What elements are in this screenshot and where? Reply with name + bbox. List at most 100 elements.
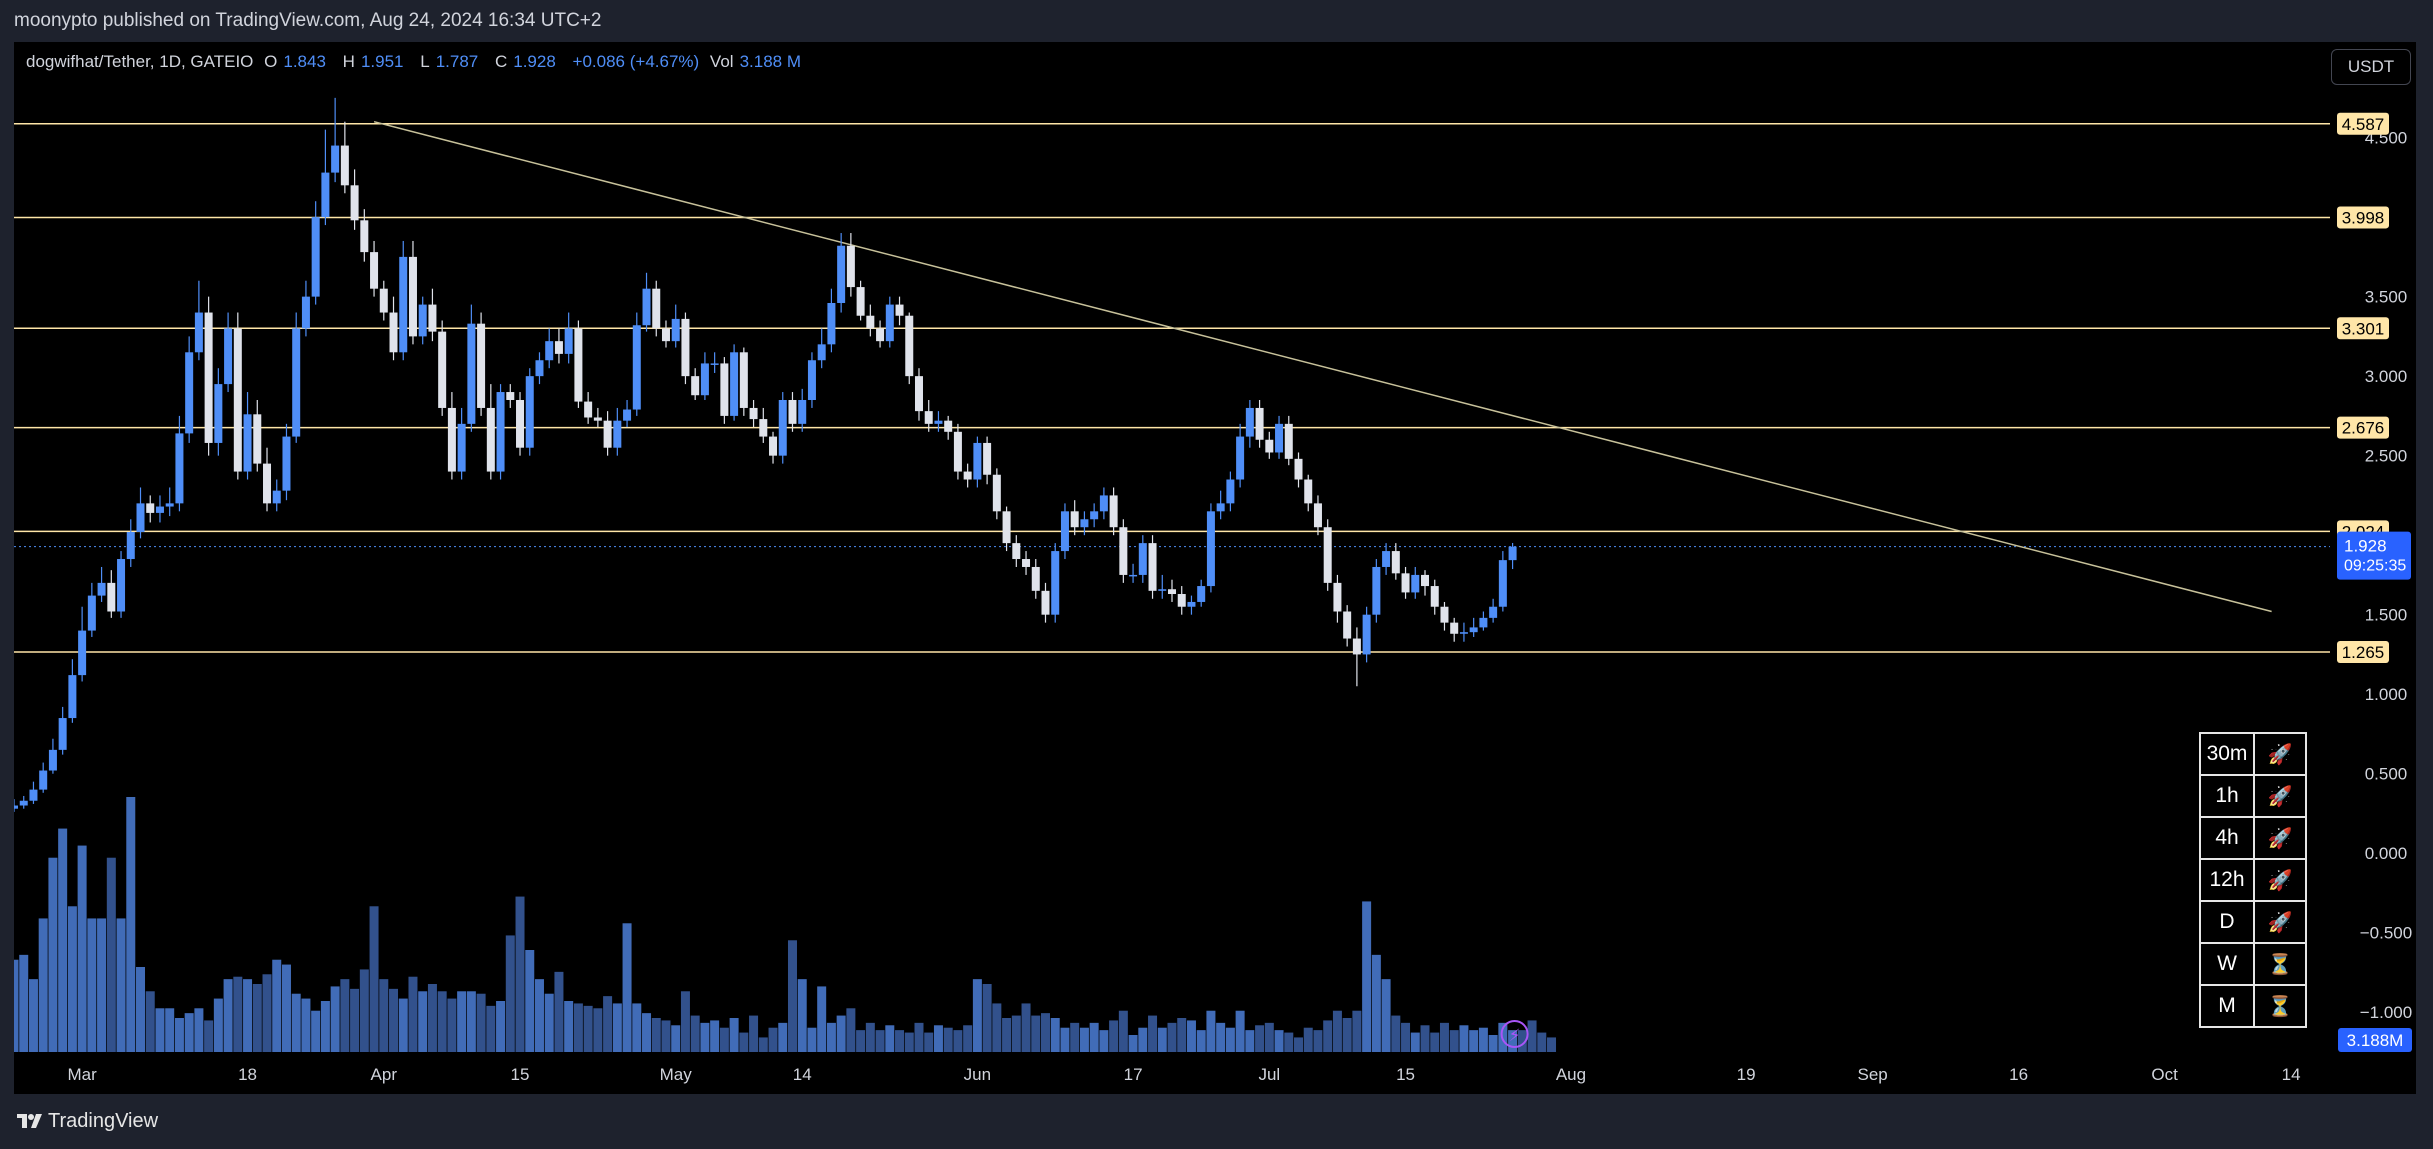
volume-bar (982, 984, 992, 1052)
volume-bar (807, 1027, 817, 1052)
volume-bar (1002, 1018, 1012, 1052)
chart-panel[interactable]: 4.500 3.500 3.000 2.500 1.500 1.000 0.500 0.000… (14, 42, 2416, 1094)
volume-bar (1371, 954, 1381, 1052)
candle-body (652, 288, 661, 329)
x-tick-label: Oct (2151, 1065, 2178, 1084)
volume-bar (700, 1022, 710, 1052)
volume-tag-value: 3.188M (2347, 1031, 2404, 1050)
volume-bar (194, 1008, 204, 1052)
volume-bar (1060, 1027, 1070, 1052)
candle-body (175, 433, 184, 504)
y-tick-label: −0.500 (2360, 924, 2412, 943)
volume-bar (1430, 1032, 1440, 1052)
candle-body (759, 419, 768, 437)
volume-tag (2338, 1028, 2412, 1052)
candle-body (1041, 590, 1050, 615)
volume-bar (865, 1022, 875, 1052)
candle-body (477, 323, 486, 408)
top-bar: moonypto published on TradingView.com, A… (0, 0, 2433, 42)
signal-row: 1h 🚀 (2199, 774, 2307, 818)
volume-bar (252, 984, 262, 1052)
volume-bar (671, 1025, 681, 1052)
candle-body (525, 376, 534, 448)
candle-body (1206, 511, 1215, 587)
currency-button[interactable]: USDT (2331, 49, 2411, 85)
tradingview-logo-icon[interactable] (16, 1112, 44, 1130)
price-level-tag (2337, 641, 2389, 664)
price-level-value: 3.301 (2342, 319, 2385, 338)
candle-body (807, 360, 816, 400)
volume-bar (778, 1022, 788, 1052)
volume-bar (1313, 1030, 1323, 1052)
volume-bar (1420, 1025, 1430, 1052)
volume-bar (1459, 1025, 1469, 1052)
candle-body (1265, 439, 1274, 453)
volume-bar (77, 845, 87, 1052)
x-tick-label: 14 (793, 1065, 812, 1084)
volume-bar (515, 896, 525, 1052)
volume-bar (437, 991, 447, 1052)
volume-bar (603, 996, 613, 1052)
candle-body (681, 318, 690, 377)
candle-body (827, 302, 836, 345)
volume-bar (817, 986, 827, 1052)
candle-body (1362, 614, 1371, 655)
candle-body (1216, 503, 1225, 512)
candle-body (301, 296, 310, 329)
candle-body (798, 400, 807, 424)
candle-body (574, 328, 583, 402)
symbol-name[interactable]: dogwifhat/Tether, 1D, GATEIO (26, 52, 254, 71)
y-tick-label: 3.500 (2365, 288, 2408, 307)
volume-bar (856, 1030, 866, 1052)
brand-name[interactable]: TradingView (48, 1110, 159, 1132)
volume-bar (914, 1022, 924, 1052)
candle-body (516, 400, 525, 448)
rocket-icon: 🚀 (2253, 900, 2307, 944)
candle-body (97, 582, 106, 596)
timeframe-label: 30m (2199, 732, 2255, 776)
candle-body (1382, 551, 1391, 567)
candle-body (1245, 407, 1254, 437)
candle-body (1099, 495, 1108, 512)
volume-bar (1391, 1015, 1401, 1052)
candle-body (370, 252, 379, 289)
candle-body (1197, 586, 1206, 602)
candle-body (506, 392, 515, 400)
publish-info: moonypto published on TradingView.com, A… (14, 10, 602, 31)
volume-bar (1527, 1020, 1537, 1052)
volume-bar (1508, 1030, 1518, 1052)
timeframe-label: 12h (2199, 858, 2255, 902)
volume-bar (184, 1013, 194, 1052)
signal-row: 12h 🚀 (2199, 858, 2307, 902)
candle-body (1090, 511, 1099, 520)
candle-body (185, 352, 194, 434)
rocket-icon: 🚀 (2253, 732, 2307, 776)
candle-body (876, 328, 885, 342)
candle-body (1226, 479, 1235, 504)
hourglass-icon: ⏳ (2253, 942, 2307, 986)
candle-body (1070, 511, 1079, 528)
candle-body (1450, 622, 1459, 634)
candle-body (1421, 574, 1430, 587)
candle-body (1313, 503, 1322, 528)
candle-body (1012, 543, 1021, 560)
candle-body (107, 582, 116, 612)
candle-body (1060, 511, 1069, 552)
candle-body (1372, 566, 1381, 615)
volume-bar (846, 1008, 856, 1052)
rocket-icon: 🚀 (2253, 858, 2307, 902)
volume-bar (1021, 1003, 1031, 1052)
volume-bar (1040, 1013, 1050, 1052)
price-chart[interactable]: 4.5003.5003.0002.5001.5001.0000.5000.000… (14, 42, 2416, 1094)
candle-body (1489, 606, 1498, 618)
candle-body (1304, 479, 1313, 504)
candle-body (788, 400, 797, 424)
candle-body (1158, 589, 1167, 591)
volume-bar (505, 935, 515, 1052)
volume-bar (1167, 1022, 1177, 1052)
volume-bar (943, 1027, 953, 1052)
volume-bar (680, 991, 690, 1052)
candle-body (1119, 527, 1128, 575)
candle-body (136, 503, 145, 532)
volume-bar (895, 1030, 905, 1052)
